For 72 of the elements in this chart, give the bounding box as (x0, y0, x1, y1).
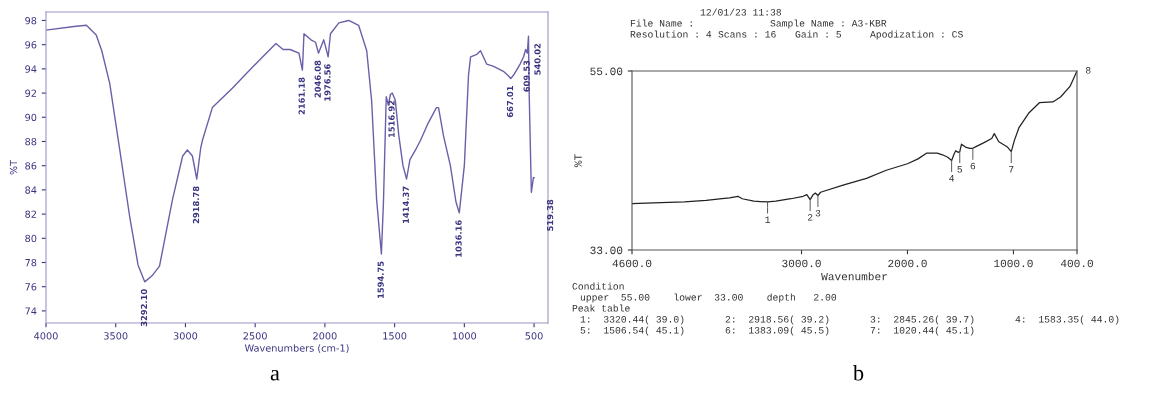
text: 1: 3320.44( 39.0) (580, 315, 684, 325)
annotation: 609.53 (523, 60, 530, 92)
y-tick-label: 82 (25, 210, 36, 218)
x-tick-label: 500 (525, 332, 543, 340)
text: Gain : 5 (795, 30, 842, 38)
text: 2: 2918.56( 39.2) (725, 315, 829, 325)
y-tick-label: 55.00 (590, 67, 623, 76)
y-tick-label: 33.00 (590, 246, 623, 255)
text: 4: 1583.35( 44.0) (1015, 315, 1119, 325)
annotation: 3 (815, 209, 821, 217)
text: a (270, 369, 280, 381)
y-tick-label: 96 (25, 41, 37, 49)
x-axis-title: Wavenumbers (cm-1) (244, 344, 349, 353)
text: Sample Name : A3-KBR (770, 19, 887, 29)
text: Resolution : 4 (630, 30, 712, 38)
annotation: 2161.18 (298, 77, 305, 115)
y-tick-label: 88 (25, 137, 37, 146)
text: Apodization : CS (870, 30, 963, 40)
x-tick-label: 1500 (383, 332, 407, 340)
text: Scans : 16 (718, 31, 776, 38)
text: upper 55.00 lower 33.00 depth 2.00 (580, 293, 837, 303)
x-tick-label: 1000 (453, 332, 477, 340)
annotation: 3292.10 (140, 289, 148, 327)
text: 7: 1020.44( 45.1) (870, 326, 974, 336)
annotation: 1594.75 (377, 261, 384, 298)
annotation: 7 (1009, 166, 1014, 173)
annotation: 2 (807, 213, 813, 221)
annotation: 1414.37 (402, 186, 409, 223)
y-tick-label: 80 (25, 234, 37, 243)
x-tick-label: 4000 (34, 332, 58, 340)
x-tick-label: 1000.0 (994, 259, 1033, 268)
annotation: 1976.56 (324, 64, 331, 101)
y-tick-label: 98 (25, 16, 37, 25)
text: 5: 1506.54( 45.1) (580, 326, 684, 336)
text: Condition (572, 282, 624, 290)
y-tick-label: 84 (25, 186, 37, 194)
annotation: 667.01 (506, 86, 514, 118)
y-tick-label: 76 (25, 283, 37, 291)
x-tick-label: 3000.0 (782, 259, 821, 268)
annotation: 1036.16 (455, 220, 462, 257)
text: 6: 1383.09( 45.5) (725, 326, 829, 336)
x-tick-label: 3500 (104, 332, 128, 340)
y-tick-label: 86 (25, 162, 37, 170)
y-tick-label: 94 (25, 65, 37, 73)
annotation: 540.02 (534, 43, 541, 75)
annotation: 1516.92 (388, 100, 395, 138)
y-tick-label: 78 (25, 258, 37, 267)
annotation: 519.38 (546, 199, 554, 231)
annotation: 8 (1085, 67, 1091, 74)
annotation: 2046.08 (314, 60, 321, 98)
y-axis-title: %T (574, 154, 582, 168)
x-tick-label: 400.0 (1060, 259, 1093, 268)
x-tick-label: 2000 (313, 332, 337, 340)
text: Peak table (572, 304, 630, 312)
x-axis-title: Wavenumber (821, 272, 887, 281)
x-tick-label: 4600.0 (612, 259, 652, 268)
y-tick-label: 90 (25, 113, 37, 122)
annotation: 6 (970, 162, 976, 170)
x-tick-label: 2500 (243, 332, 267, 340)
annotation: 1 (765, 216, 771, 223)
annotation: 2918.78 (192, 186, 200, 224)
x-tick-label: 3000 (173, 332, 198, 340)
y-tick-label: 74 (25, 307, 37, 315)
y-axis-title: %T (9, 159, 18, 175)
annotation: 4 (949, 175, 955, 182)
text: b (853, 364, 864, 381)
y-tick-label: 92 (25, 89, 36, 97)
text: 3: 2845.26( 39.7) (870, 315, 974, 325)
text: File Name : (630, 19, 692, 27)
text: 12/01/23 11:38 (700, 8, 782, 16)
annotation: 5 (957, 166, 963, 173)
x-tick-label: 2000.0 (888, 259, 927, 268)
